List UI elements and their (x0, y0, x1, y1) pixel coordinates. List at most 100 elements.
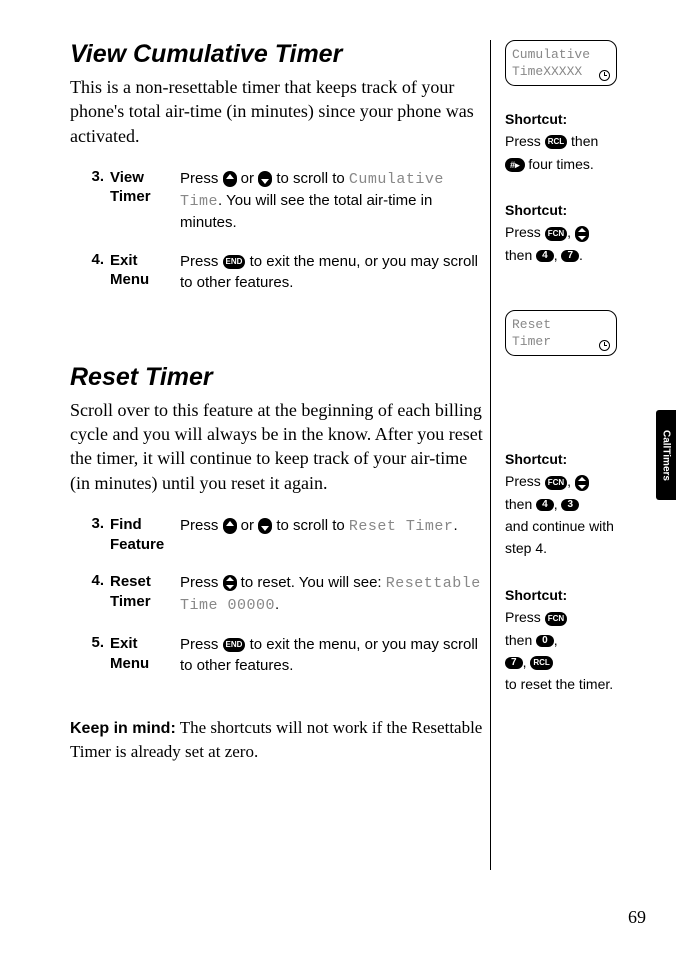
side-tab: CallTimers (656, 410, 676, 500)
text: , (554, 632, 558, 648)
text: . (453, 517, 457, 534)
steps-list-2: 3. Find Feature Press or to scroll to Re… (88, 515, 490, 676)
lcd-display-1: Cumulative TimeXXXXX (505, 40, 617, 86)
text: or (237, 517, 259, 534)
sidebar-column: Cumulative TimeXXXXX Shortcut: Press RCL… (490, 40, 630, 870)
step-number: 3. (88, 515, 110, 554)
text: then (567, 133, 598, 149)
text: then (505, 247, 536, 263)
shortcut-1: Shortcut: Press RCL then #▸ four times. (505, 108, 630, 175)
shortcut-label: Shortcut: (505, 202, 567, 218)
text: Press (180, 517, 223, 534)
keep-in-mind-note: Keep in mind: The shortcuts will not wor… (70, 716, 490, 764)
four-button-icon: 4 (536, 250, 554, 262)
text: Press (180, 636, 223, 653)
text: , (554, 247, 562, 263)
step-number: 5. (88, 634, 110, 676)
up-arrow-icon (223, 171, 237, 187)
updown-arrow-icon (575, 475, 589, 491)
fcn-button-icon: FCN (545, 227, 567, 241)
updown-arrow-icon (223, 575, 237, 591)
updown-arrow-icon (575, 226, 589, 242)
text: , (567, 473, 575, 489)
text: . (275, 596, 279, 613)
section-intro-1: This is a non-resettable timer that keep… (70, 75, 490, 148)
step-text: Press or to scroll to Cumulative Time. Y… (180, 168, 490, 233)
rcl-button-icon: RCL (530, 656, 552, 670)
section-title-1: View Cumulative Timer (70, 40, 490, 69)
text: Press (180, 253, 223, 270)
text: , (554, 496, 562, 512)
step-number: 3. (88, 168, 110, 233)
section-title-2: Reset Timer (70, 363, 490, 392)
clock-icon (599, 340, 610, 351)
main-column: View Cumulative Timer This is a non-rese… (70, 40, 490, 764)
shortcut-label: Shortcut: (505, 451, 567, 467)
step-number: 4. (88, 572, 110, 616)
lcd-line: TimeXXXXX (512, 64, 582, 81)
four-button-icon: 4 (536, 499, 554, 511)
seven-button-icon: 7 (561, 250, 579, 262)
text: Press (180, 574, 223, 591)
text: or (237, 170, 259, 187)
up-arrow-icon (223, 518, 237, 534)
step-text: Press or to scroll to Reset Timer. (180, 515, 490, 554)
page-number: 69 (628, 907, 646, 928)
note-bold: Keep in mind: (70, 720, 176, 737)
step-text: Press END to exit the menu, or you may s… (180, 251, 490, 293)
three-button-icon: 3 (561, 499, 579, 511)
step-row: 3. View Timer Press or to scroll to Cumu… (88, 168, 490, 233)
rcl-button-icon: RCL (545, 135, 567, 149)
shortcut-4: Shortcut: Press FCN then 0, 7, RCL to re… (505, 584, 630, 696)
shortcut-2: Shortcut: Press FCN, then 4, 7. (505, 199, 630, 266)
shortcut-label: Shortcut: (505, 587, 567, 603)
text: . (579, 247, 583, 263)
text: Press (505, 133, 545, 149)
text: Press (180, 170, 223, 187)
step-row: 4. Reset Timer Press to reset. You will … (88, 572, 490, 616)
step-label: Find Feature (110, 515, 180, 554)
seven-button-icon: 7 (505, 657, 523, 669)
step-number: 4. (88, 251, 110, 293)
fcn-button-icon: FCN (545, 476, 567, 490)
step-label: Exit Menu (110, 251, 180, 293)
text: Press (505, 609, 545, 625)
step-row: 5. Exit Menu Press END to exit the menu,… (88, 634, 490, 676)
down-arrow-icon (258, 518, 272, 534)
shortcut-label: Shortcut: (505, 111, 567, 127)
text: Press (505, 473, 545, 489)
text: four times. (525, 156, 594, 172)
lcd-display-2: Reset Timer (505, 310, 617, 356)
lcd-line: Cumulative (512, 47, 610, 64)
text: to scroll to (272, 170, 349, 187)
text: , (567, 224, 575, 240)
lcd-text: Reset Timer (349, 518, 454, 535)
lcd-line: Timer (512, 334, 551, 351)
text: to scroll to (272, 517, 349, 534)
step-text: Press END to exit the menu, or you may s… (180, 634, 490, 676)
end-button-icon: END (223, 255, 246, 269)
hash-button-icon: #▸ (505, 158, 525, 172)
shortcut-3: Shortcut: Press FCN, then 4, 3 and conti… (505, 448, 630, 560)
text: then (505, 496, 536, 512)
lcd-line: Reset (512, 317, 610, 334)
fcn-button-icon: FCN (545, 612, 567, 626)
step-row: 3. Find Feature Press or to scroll to Re… (88, 515, 490, 554)
text: then (505, 632, 536, 648)
step-text: Press to reset. You will see: Resettable… (180, 572, 490, 616)
step-label: Reset Timer (110, 572, 180, 616)
section-intro-2: Scroll over to this feature at the begin… (70, 398, 490, 495)
down-arrow-icon (258, 171, 272, 187)
text: to reset. You will see: (237, 574, 386, 591)
text: and continue with step 4. (505, 518, 614, 556)
steps-list-1: 3. View Timer Press or to scroll to Cumu… (88, 168, 490, 293)
step-label: Exit Menu (110, 634, 180, 676)
text: , (523, 654, 531, 670)
end-button-icon: END (223, 638, 246, 652)
clock-icon (599, 70, 610, 81)
text: . You will see the total air-time in min… (180, 192, 432, 231)
text: to reset the timer. (505, 676, 613, 692)
step-row: 4. Exit Menu Press END to exit the menu,… (88, 251, 490, 293)
text: Press (505, 224, 545, 240)
step-label: View Timer (110, 168, 180, 233)
